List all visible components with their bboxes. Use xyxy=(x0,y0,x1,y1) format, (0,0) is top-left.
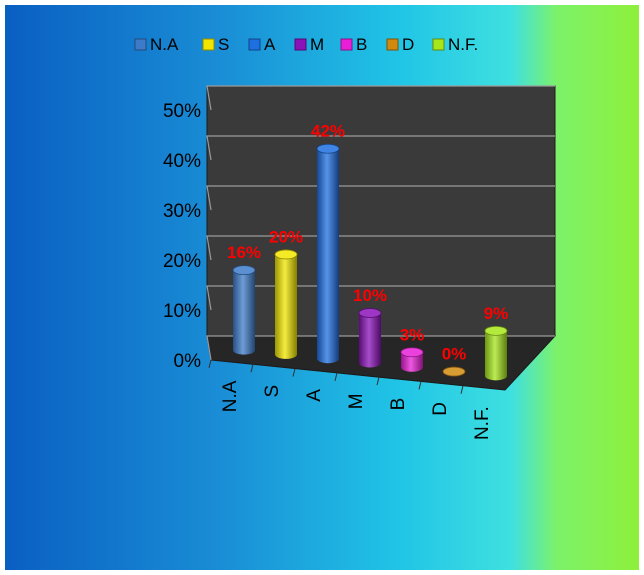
y-tick-label: 40% xyxy=(163,151,201,172)
gridline xyxy=(206,135,555,161)
y-tick-label: 20% xyxy=(163,251,201,272)
gridline xyxy=(206,335,555,361)
x-tick xyxy=(418,381,422,390)
bar xyxy=(232,265,256,355)
legend-label: B xyxy=(356,35,367,54)
x-tick-label: N.A xyxy=(220,380,241,412)
legend-item: M xyxy=(294,35,324,54)
x-tick xyxy=(334,372,338,381)
chart-svg: N.A S A M B D N.F. 0%10%20%30%40%50% N.A S A M B D N… xyxy=(134,35,557,440)
data-label: 20% xyxy=(269,227,303,246)
legend: N.A S A M B D N.F. xyxy=(134,35,478,54)
y-axis: 0% 10% 20% 30% 40% 50% xyxy=(163,101,201,372)
legend-label: N.A xyxy=(150,35,179,54)
bar-body xyxy=(359,313,381,368)
bar-body xyxy=(485,330,507,381)
x-tick xyxy=(460,385,464,394)
bar xyxy=(274,249,298,359)
data-label: 9% xyxy=(484,304,509,323)
data-label: 3% xyxy=(400,325,425,344)
bar-top xyxy=(400,347,424,358)
gridline xyxy=(206,285,555,311)
legend-item: N.A xyxy=(134,35,179,54)
y-tick-label: 30% xyxy=(163,201,201,222)
gridline xyxy=(206,185,555,211)
data-label: 42% xyxy=(311,122,345,141)
x-axis: N.A S A M B D N.F. xyxy=(208,359,493,440)
bar-top xyxy=(232,265,256,276)
x-tick-label: D xyxy=(430,402,451,416)
chart-area: N.A S A M B D N.F. 0% 10% 20% 30% 40% 50% N.A S A M B D N… xyxy=(5,5,639,570)
bar xyxy=(316,143,340,364)
data-labels: 16% 20% 42% 10% 3% 0% 9% xyxy=(227,122,508,364)
bar xyxy=(484,325,508,381)
legend-swatch xyxy=(386,38,399,51)
y-tick-label: 10% xyxy=(163,301,201,322)
legend-label: N.F. xyxy=(448,35,478,54)
legend-label: M xyxy=(310,35,324,54)
bar-body xyxy=(317,148,339,364)
bar-body xyxy=(233,270,256,355)
bar xyxy=(400,347,424,372)
legend-item: A xyxy=(248,35,276,54)
x-tick xyxy=(292,368,296,377)
y-tick-label: 0% xyxy=(174,351,202,372)
legend-label: A xyxy=(264,35,276,54)
gridline xyxy=(206,235,555,261)
legend-swatch xyxy=(340,38,353,51)
bar-top xyxy=(484,325,508,336)
bar-top xyxy=(442,366,466,377)
x-tick-label: B xyxy=(388,398,409,411)
data-label: 10% xyxy=(353,286,387,305)
x-tick-label: N.F. xyxy=(472,406,493,440)
y-tick-label: 50% xyxy=(163,101,201,122)
legend-item: B xyxy=(340,35,367,54)
gridline xyxy=(206,85,555,111)
data-label: 16% xyxy=(227,243,261,262)
bar xyxy=(358,308,382,368)
x-tick-label: A xyxy=(304,389,325,402)
legend-swatch xyxy=(134,38,147,51)
x-tick-label: M xyxy=(346,393,367,409)
legend-item: N.F. xyxy=(432,35,478,54)
legend-swatch xyxy=(432,38,445,51)
x-tick xyxy=(250,364,254,373)
x-tick xyxy=(208,359,212,369)
legend-item: D xyxy=(386,35,414,54)
bar xyxy=(442,366,466,377)
bar-top xyxy=(316,143,340,154)
x-tick-label: S xyxy=(262,385,283,398)
legend-item: S xyxy=(202,35,229,54)
legend-label: S xyxy=(218,35,229,54)
bars xyxy=(232,143,508,381)
bar-body xyxy=(401,352,423,372)
legend-swatch xyxy=(294,38,307,51)
bar-top xyxy=(358,308,382,318)
legend-label: D xyxy=(402,35,414,54)
x-tick xyxy=(376,377,380,386)
bar-top xyxy=(274,249,298,260)
legend-swatch xyxy=(248,38,261,51)
data-label: 0% xyxy=(442,345,467,364)
bar-body xyxy=(275,254,297,359)
legend-swatch xyxy=(202,38,215,51)
